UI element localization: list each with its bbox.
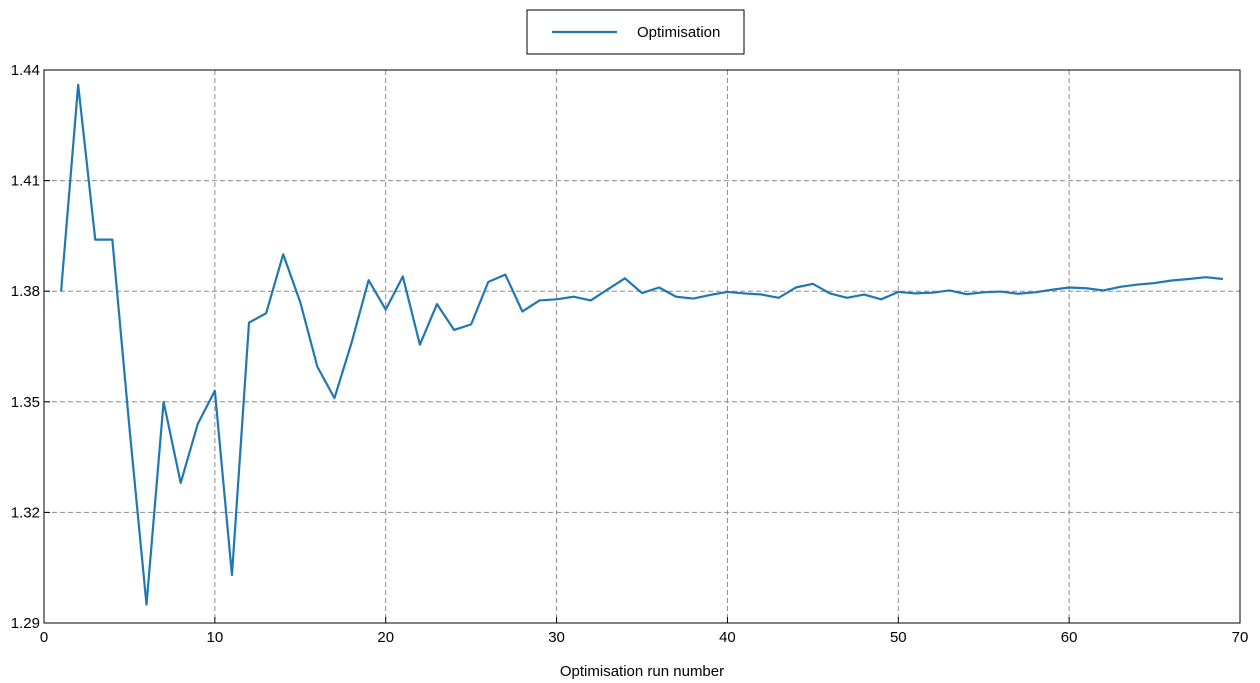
y-tick-label: 1.29 <box>11 615 40 632</box>
grid-lines <box>44 70 1240 623</box>
x-tick-label: 10 <box>207 629 224 646</box>
x-axis-title: Optimisation run number <box>560 663 724 680</box>
x-tick-label: 0 <box>40 629 48 646</box>
legend-label: Optimisation <box>637 24 720 41</box>
y-tick-label: 1.41 <box>11 173 40 190</box>
x-tick-label: 40 <box>719 629 736 646</box>
x-tick-label: 20 <box>377 629 394 646</box>
x-tick-label: 60 <box>1061 629 1078 646</box>
x-tick-label: 50 <box>890 629 907 646</box>
y-axis: 1.29 1.32 1.35 1.38 1.41 1.44 <box>11 62 50 632</box>
series-group <box>59 83 1224 606</box>
x-tick-label: 30 <box>548 629 565 646</box>
y-tick-label: 1.32 <box>11 504 40 521</box>
y-tick-label: 1.38 <box>11 283 40 300</box>
x-tick-label: 70 <box>1232 629 1249 646</box>
y-tick-label: 1.44 <box>11 62 40 79</box>
series-line-optimisation <box>59 83 1224 606</box>
y-tick-label: 1.35 <box>11 394 40 411</box>
legend: Optimisation <box>526 9 745 55</box>
plot-area <box>43 69 1241 624</box>
x-axis: 0 10 20 30 40 50 60 70 <box>40 617 1249 646</box>
